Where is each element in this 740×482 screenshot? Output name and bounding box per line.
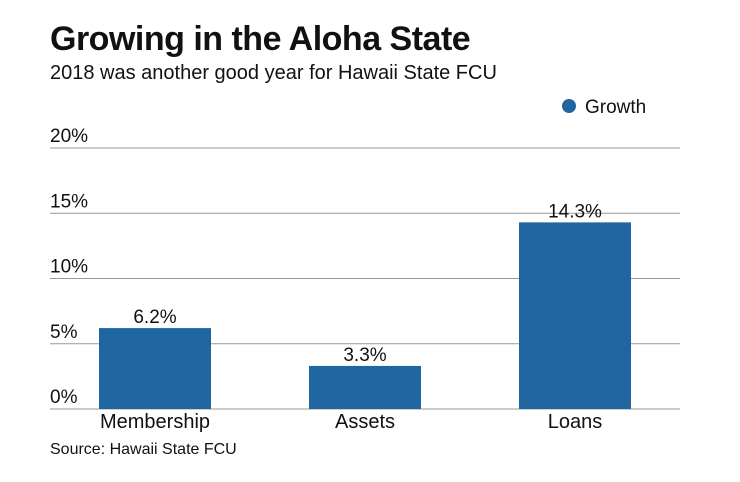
legend-swatch — [562, 99, 576, 113]
y-tick-label: 0% — [50, 387, 78, 408]
labels: 0% 5% 10% 15% 20% 6.2% Membership 3.3% Assets 14.… — [50, 126, 602, 433]
data-label: 14.3% — [548, 201, 602, 222]
source-note: Source: Hawaii State FCU — [50, 441, 237, 458]
chart-title: Growing in the Aloha State — [50, 20, 471, 58]
data-label: 6.2% — [133, 307, 176, 328]
x-tick-label: Membership — [100, 411, 210, 433]
x-tick-label: Loans — [548, 411, 603, 433]
legend-label: Growth — [585, 97, 646, 118]
y-tick-label: 5% — [50, 322, 78, 343]
chart-subtitle: 2018 was another good year for Hawaii St… — [50, 62, 497, 84]
bar-loans — [519, 222, 631, 409]
x-tick-label: Assets — [335, 411, 395, 433]
y-tick-label: 20% — [50, 126, 88, 147]
y-tick-label: 10% — [50, 257, 88, 278]
legend: Growth — [562, 97, 646, 118]
bar-assets — [309, 365, 421, 409]
bar-membership — [99, 328, 211, 409]
bars — [99, 222, 631, 409]
y-tick-label: 15% — [50, 191, 88, 212]
data-label: 3.3% — [343, 345, 386, 366]
